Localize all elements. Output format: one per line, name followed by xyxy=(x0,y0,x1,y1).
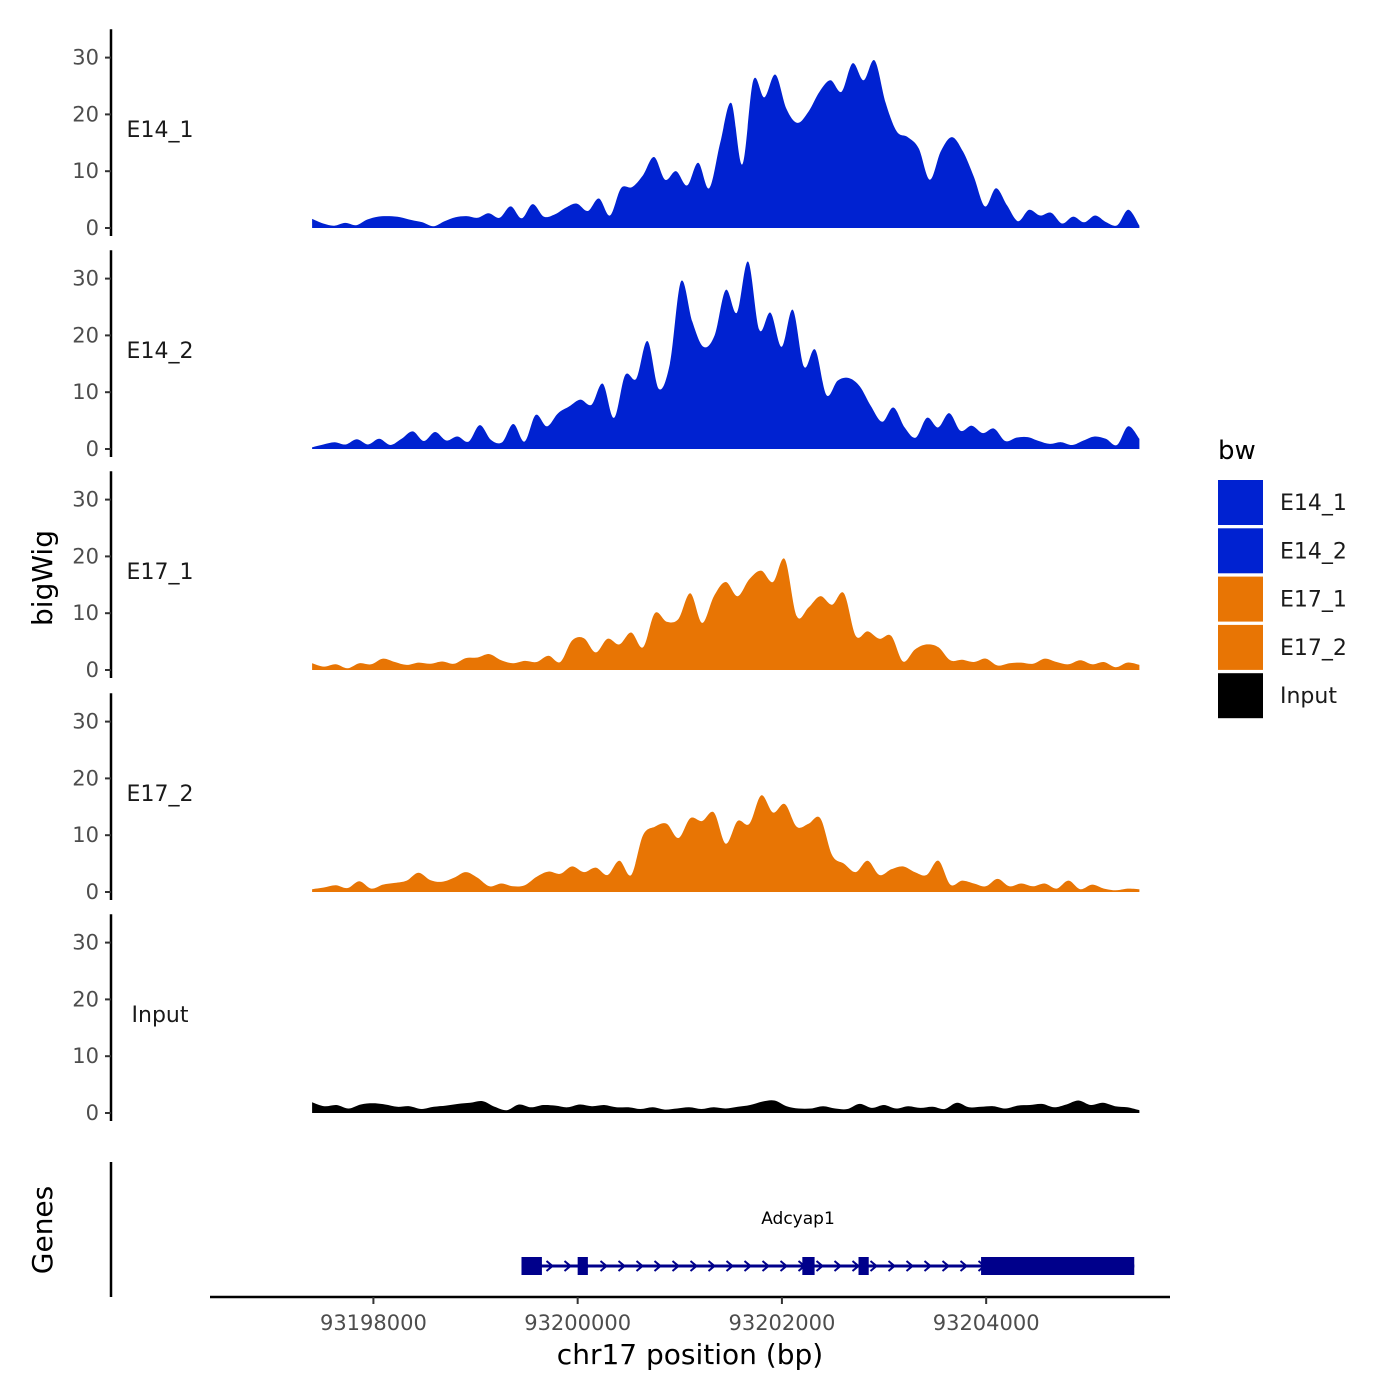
y-tick-label: 30 xyxy=(72,267,99,291)
y-tick-label: 20 xyxy=(72,323,99,347)
y-tick-label: 20 xyxy=(72,766,99,790)
y-tick-label: 10 xyxy=(72,601,99,625)
strand-arrow xyxy=(563,1260,573,1272)
strand-arrow xyxy=(653,1260,663,1272)
y-tick-label: 20 xyxy=(72,544,99,568)
legend-swatch-E17_1 xyxy=(1218,576,1263,622)
y-tick-label: 30 xyxy=(72,710,99,734)
strand-arrow xyxy=(689,1260,699,1272)
signal-area-E14_1 xyxy=(312,59,1140,229)
gene-exon xyxy=(521,1257,542,1275)
y-tick-label: 20 xyxy=(72,987,99,1011)
signal-area-Input xyxy=(312,1100,1140,1113)
track-label: E17_2 xyxy=(127,782,194,807)
strand-arrow xyxy=(887,1260,897,1272)
y-axis-title: bigWig xyxy=(26,530,59,626)
strand-arrow xyxy=(833,1260,843,1272)
y-tick-label: 0 xyxy=(86,216,99,240)
gene-track: Adcyap1 xyxy=(109,1162,1135,1297)
x-tick-label: 93198000 xyxy=(320,1311,427,1335)
strand-arrow xyxy=(959,1260,969,1272)
y-tick-label: 0 xyxy=(86,880,99,904)
gene-exon xyxy=(802,1257,815,1275)
legend-label: E17_2 xyxy=(1280,636,1347,661)
track-E14_2: 0 10 20 30 E14_2 xyxy=(72,250,1140,461)
gene-exon xyxy=(577,1257,588,1275)
track-label: E14_2 xyxy=(127,339,194,364)
gene-exon xyxy=(858,1257,869,1275)
y-tick-label: 20 xyxy=(72,102,99,126)
signal-area-E17_1 xyxy=(312,558,1140,670)
y-tick-label: 10 xyxy=(72,159,99,183)
track-E17_1: 0 10 20 30 E17_1 xyxy=(72,471,1140,682)
strand-arrow xyxy=(761,1260,771,1272)
track-Input: 0 10 20 30 Input xyxy=(72,914,1140,1125)
x-tick-label: 93204000 xyxy=(933,1311,1040,1335)
strand-arrow xyxy=(815,1260,825,1272)
y-tick-label: 30 xyxy=(72,488,99,512)
legend-label: E14_2 xyxy=(1280,539,1347,564)
strand-arrow xyxy=(617,1260,627,1272)
genes-axis-title: Genes xyxy=(26,1186,59,1274)
track-label: E17_1 xyxy=(127,560,194,585)
signal-tracks: 0 10 20 30 E14_1 0 10 20 30 E14_2 0 10 20 30 E17_1 0 10 2… xyxy=(72,29,1140,1125)
legend-swatch-Input xyxy=(1218,673,1263,719)
legend-title: bw xyxy=(1218,436,1256,466)
x-axis: 93198000 93200000 93202000 93204000 xyxy=(210,1295,1170,1335)
strand-arrow xyxy=(779,1260,789,1272)
y-tick-label: 30 xyxy=(72,931,99,955)
strand-arrow xyxy=(671,1260,681,1272)
strand-arrow xyxy=(545,1260,555,1272)
strand-arrow xyxy=(941,1260,951,1272)
strand-arrow xyxy=(743,1260,753,1272)
legend: bw E14_1 E14_2 E17_1 E17_2 Input xyxy=(1218,436,1347,719)
strand-arrow xyxy=(707,1260,717,1272)
legend-swatch-E14_2 xyxy=(1218,528,1263,574)
gene-model xyxy=(521,1257,1135,1275)
signal-area-E17_2 xyxy=(312,795,1140,892)
legend-swatch-E17_2 xyxy=(1218,624,1263,670)
x-axis-title: chr17 position (bp) xyxy=(557,1338,823,1371)
gene-name-label: Adcyap1 xyxy=(761,1209,835,1229)
y-tick-label: 10 xyxy=(72,1044,99,1068)
signal-area-E14_2 xyxy=(312,261,1140,449)
y-tick-label: 10 xyxy=(72,823,99,847)
y-tick-label: 0 xyxy=(86,658,99,682)
gene-exon xyxy=(981,1257,1135,1275)
strand-arrow xyxy=(635,1260,645,1272)
legend-swatch-E14_1 xyxy=(1218,480,1263,525)
track-E14_1: 0 10 20 30 E14_1 xyxy=(72,29,1140,240)
x-tick-label: 93200000 xyxy=(524,1311,631,1335)
legend-label: E17_1 xyxy=(1280,588,1347,613)
strand-arrow xyxy=(725,1260,735,1272)
y-tick-label: 0 xyxy=(86,437,99,461)
strand-arrow xyxy=(923,1260,933,1272)
legend-label: Input xyxy=(1280,684,1337,709)
strand-arrow xyxy=(851,1260,861,1272)
track-label: E14_1 xyxy=(127,118,194,143)
strand-arrow xyxy=(905,1260,915,1272)
y-tick-label: 30 xyxy=(72,46,99,70)
y-tick-label: 10 xyxy=(72,380,99,404)
strand-arrow xyxy=(599,1260,609,1272)
x-tick-label: 93202000 xyxy=(728,1311,835,1335)
legend-label: E14_1 xyxy=(1280,491,1347,516)
y-tick-label: 0 xyxy=(86,1101,99,1125)
track-label: Input xyxy=(132,1003,189,1028)
strand-arrow xyxy=(869,1260,879,1272)
track-E17_2: 0 10 20 30 E17_2 xyxy=(72,693,1140,904)
